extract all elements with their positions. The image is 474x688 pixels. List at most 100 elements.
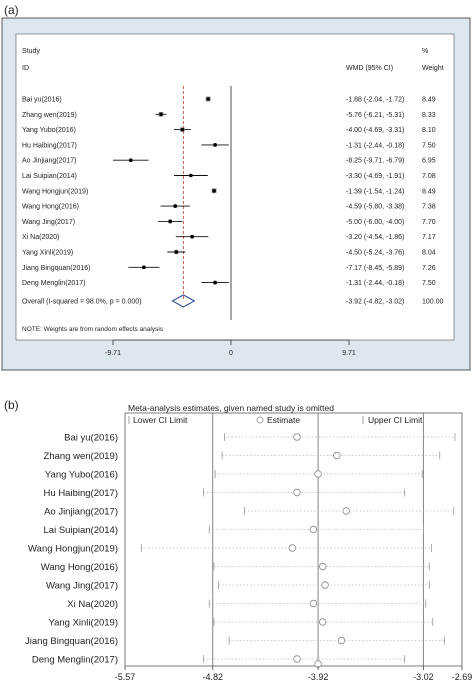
effect-ci-text: -4.50 (-5.24, -3.76): [346, 250, 404, 257]
study-label: Wang Hong(2016): [22, 204, 79, 211]
sensitivity-row: Lai Suipian(2014): [44, 525, 424, 536]
forest-row: Wang Hong(2016) -4.59 (-5.80, -3.38) 7.38: [22, 204, 436, 211]
sensitivity-row: Yang Yubo(2016): [45, 470, 423, 481]
effect-ci-text: -5.00 (-6.00, -4.00): [346, 219, 404, 226]
weight-text: 6.95: [422, 158, 436, 165]
x-tick-label: -5.57: [115, 672, 136, 682]
effect-ci-text: -1.88 (-2.04, -1.72): [346, 97, 404, 104]
study-label: Deng Menglin(2017): [22, 280, 85, 287]
omitted-study-label: Bai yu(2016): [64, 433, 118, 444]
omitted-study-label: Yang Xinli(2019): [48, 618, 118, 629]
x-tick-label: -3.92: [308, 672, 329, 682]
point-estimate: [190, 234, 194, 239]
forest-row: Bai yu(2016) -1.88 (-2.04, -1.72) 8.49: [22, 97, 436, 104]
omitted-study-label: Lai Suipian(2014): [44, 525, 118, 536]
x-tick-label: -2.69: [452, 672, 473, 682]
panel-b-plot-frame: [124, 412, 463, 667]
effect-ci-text: -1.31 (-2.44, -0.18): [346, 280, 404, 287]
omitted-study-label: Ao Jinjiang(2017): [44, 507, 118, 518]
omitted-study-label: Jiang Bingquan(2016): [25, 636, 118, 647]
forest-axis: [182, 86, 232, 320]
point-estimate: [159, 112, 163, 117]
estimate-marker: [293, 488, 301, 497]
overall-diamond: [171, 294, 196, 308]
header-study: Study: [22, 48, 40, 55]
point-estimate: [213, 280, 217, 285]
study-label: Hu Haibing(2017): [22, 142, 77, 149]
sensitivity-row: Hu Haibing(2017): [44, 488, 406, 499]
point-estimate: [173, 204, 178, 208]
header-effect: WMD (95% CI): [346, 65, 393, 72]
study-label: Lai Suipian(2014): [22, 173, 77, 180]
study-label: Ao Jinjiang(2017): [22, 158, 76, 165]
omitted-study-label: Zhang wen(2019): [44, 451, 118, 462]
legend-upper-label: Upper CI Limit: [368, 415, 423, 425]
weight-text: 7.26: [422, 265, 436, 272]
legend-estimate-label: Estimate: [267, 415, 300, 425]
effect-ci-text: -3.20 (-4.54, -1.86): [346, 234, 404, 241]
sensitivity-row: Wang Jing(2017): [46, 581, 430, 592]
estimate-marker: [309, 599, 318, 608]
overall-weight-text: 100.00: [422, 298, 444, 305]
weight-text: 7.08: [422, 173, 436, 180]
effect-ci-text: -8.25 (-9.71, -6.79): [346, 158, 404, 165]
forest-row: Xi Na(2020) -3.20 (-4.54, -1.86) 7.17: [22, 234, 436, 241]
forest-row: Yang Yubo(2016) -4.00 (-4.69, -3.31) 8.10: [22, 127, 436, 134]
sensitivity-row: Bai yu(2016): [64, 433, 456, 444]
forest-row: Deng Menglin(2017) -1.31 (-2.44, -0.18) 7.…: [22, 280, 436, 287]
forest-row: Lai Suipian(2014) -3.30 (-4.69, -1.91) 7.0…: [22, 173, 436, 180]
weight-text: 7.70: [422, 219, 436, 226]
weight-text: 7.50: [422, 280, 436, 287]
panel-b-label: (b): [4, 398, 19, 412]
estimate-marker: [337, 636, 346, 645]
omitted-study-label: Wang Jing(2017): [46, 581, 118, 592]
sensitivity-row: Zhang wen(2019): [44, 451, 441, 462]
forest-row: Ao Jinjiang(2017) -8.25 (-9.71, -6.79) 6.9…: [22, 158, 436, 165]
study-label: Wang Hongjun(2019): [22, 188, 88, 195]
overall-label: Overall (I-squared = 98.0%, p = 0.000): [22, 298, 141, 305]
estimate-marker: [319, 562, 327, 571]
weight-text: 8.49: [422, 97, 436, 104]
legend-lower-label: Lower CI Limit: [133, 415, 188, 425]
forest-row: Wang Jing(2017) -5.00 (-6.00, -4.00) 7.70: [22, 219, 436, 226]
forest-row: Yang Xinli(2019) -4.50 (-5.24, -3.76) 8.04: [22, 250, 436, 257]
point-estimate: [189, 173, 193, 178]
sensitivity-row: Wang Hongjun(2019): [28, 544, 432, 555]
sensitivity-rows: Bai yu(2016) Zhang wen(2019) Yang Yubo(201…: [25, 433, 456, 668]
effect-ci-text: -1.31 (-2.44, -0.18): [346, 142, 404, 149]
header-id: ID: [22, 65, 29, 72]
point-estimate: [168, 219, 173, 224]
sensitivity-row: Yang Xinli(2019): [48, 618, 434, 629]
weight-text: 8.10: [422, 127, 436, 134]
study-label: Bai yu(2016): [22, 97, 62, 104]
weight-text: 8.04: [422, 250, 436, 257]
forest-row: Zhang wen(2019) -5.76 (-6.21, -5.31) 8.33: [22, 112, 436, 119]
omitted-study-label: Hu Haibing(2017): [44, 488, 118, 499]
estimate-marker: [333, 451, 341, 460]
weight-text: 8.49: [422, 188, 436, 195]
forest-x-ticks: -9.71 0 9.71: [105, 339, 356, 357]
point-estimate: [174, 250, 179, 254]
point-estimate: [206, 97, 210, 101]
header-weight: Weight: [422, 65, 444, 72]
panel-b-legend: Lower CI Limit Estimate Upper CI Limit: [128, 415, 423, 425]
omitted-study-label: Wang Hong(2016): [41, 562, 118, 573]
study-label: Yang Yubo(2016): [22, 127, 76, 134]
sensitivity-row: Xi Na(2020): [67, 599, 427, 610]
effect-ci-text: -7.17 (-8.45, -5.89): [346, 265, 404, 272]
forest-row: Jiang Bingquan(2016) -7.17 (-8.45, -5.89)…: [22, 265, 436, 272]
sensitivity-reference-lines: [212, 413, 424, 666]
panel-b-title: Meta-analysis estimates, given named stu…: [128, 403, 334, 413]
x-tick-label: -3.02: [413, 672, 434, 682]
forest-row: Hu Haibing(2017) -1.31 (-2.44, -0.18) 7.50: [22, 142, 436, 149]
study-label: Xi Na(2020): [22, 234, 59, 241]
estimate-marker: [321, 581, 329, 589]
study-label: Jiang Bingquan(2016): [22, 265, 91, 272]
omitted-study-label: Deng Menglin(2017): [32, 655, 118, 666]
study-label: Zhang wen(2019): [22, 112, 77, 119]
panel-a-plot-frame: [15, 33, 455, 341]
sensitivity-row: Ao Jinjiang(2017): [44, 507, 455, 518]
forest-note: NOTE: Weights are from random effects an…: [22, 326, 164, 333]
omitted-study-label: Wang Hongjun(2019): [28, 544, 118, 555]
point-estimate: [180, 127, 185, 132]
